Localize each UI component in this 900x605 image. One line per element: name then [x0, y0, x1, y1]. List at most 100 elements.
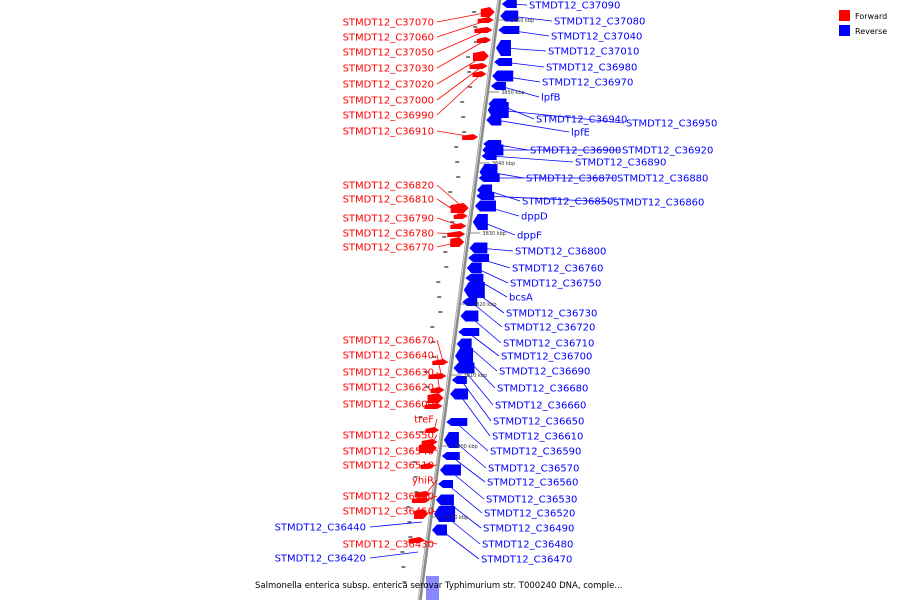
reverse-gene-label: STMDT12_C36760 [512, 264, 603, 275]
leader-line-reverse [505, 48, 546, 51]
reverse-gene-label: STMDT12_C36900 [530, 146, 621, 157]
reverse-gene-label: STMDT12_C36940 [536, 115, 627, 126]
reverse-gene-label: STMDT12_C36850 [522, 197, 613, 208]
forward-gene [447, 231, 465, 237]
forward-gene [481, 7, 495, 17]
reverse-gene [498, 26, 519, 34]
forward-gene-label: STMDT12_C37050 [343, 48, 434, 59]
reverse-gene-label: STMDT12_C37040 [551, 32, 642, 43]
reverse-gene [473, 214, 488, 230]
forward-gene-label: STMDT12_C36450 [343, 507, 434, 518]
scale-mark-label: 3800 kbp [454, 444, 478, 450]
forward-gene [432, 359, 448, 365]
reverse-gene [440, 465, 461, 476]
reverse-gene-label: STMDT12_C36470 [481, 555, 572, 566]
leader-line-reverse [461, 380, 491, 421]
reverse-gene [467, 263, 482, 274]
reverse-gene-label: dppD [521, 212, 548, 223]
reverse-gene-label: STMDT12_C36950 [626, 119, 717, 130]
reverse-gene [486, 115, 501, 126]
reverse-gene [492, 71, 513, 82]
forward-gene-label: STMDT12_C36820 [343, 181, 434, 192]
forward-gene-label: STMDT12_C36810 [343, 195, 434, 206]
reverse-gene [494, 58, 512, 66]
reverse-gene [469, 243, 487, 254]
forward-gene-label: STMDT12_C36540 [343, 447, 434, 458]
forward-gene-label: STMDT12_C37060 [343, 33, 434, 44]
reverse-gene-label: STMDT12_C36650 [493, 417, 584, 428]
reverse-gene-label: STMDT12_C36890 [575, 158, 666, 169]
reverse-gene [491, 82, 506, 90]
reverse-gene-label: STMDT12_C36490 [483, 524, 574, 535]
reverse-gene-label: lpfE [571, 128, 590, 139]
reverse-gene-label: STMDT12_C36980 [546, 63, 637, 74]
reverse-gene-label: STMDT12_C37010 [548, 47, 639, 58]
forward-gene-label: STMDT12_C37030 [343, 64, 434, 75]
reverse-gene-label: STMDT12_C36440 [275, 523, 366, 534]
forward-gene-label: STMDT12_C36630 [343, 368, 434, 379]
reverse-gene-label: STMDT12_C37090 [529, 1, 620, 12]
sequence-caption: Salmonella enterica subsp. enterica sero… [255, 581, 623, 591]
forward-gene [451, 203, 469, 213]
reverse-gene-label: STMDT12_C36610 [492, 432, 583, 443]
reverse-gene [442, 452, 460, 460]
reverse-gene-label: STMDT12_C36570 [488, 464, 579, 475]
forward-gene-label: STMDT12_C37000 [343, 96, 434, 107]
forward-gene [450, 237, 464, 247]
reverse-gene-label: STMDT12_C36480 [482, 540, 573, 551]
leader-line-forward [437, 355, 441, 376]
forward-gene-label: STMDT12_C37070 [343, 18, 434, 29]
reverse-gene-label: STMDT12_C36710 [503, 339, 594, 350]
reverse-gene [432, 525, 447, 536]
forward-gene-label: STMDT12_C36670 [343, 336, 434, 347]
forward-gene-label: STMDT12_C36510 [343, 461, 434, 472]
forward-gene-label: STMDT12_C36550 [343, 431, 434, 442]
reverse-gene [455, 348, 473, 364]
reverse-gene-label: STMDT12_C36730 [506, 309, 597, 320]
forward-gene-label: STMDT12_C36640 [343, 351, 434, 362]
forward-gene-label: STMDT12_C36770 [343, 243, 434, 254]
forward-gene-label: STMDT12_C36600 [343, 400, 434, 411]
forward-gene-label: STMDT12_C36460 [343, 492, 434, 503]
scale-mark-label: 3850 kbp [501, 90, 525, 96]
reverse-gene-label: STMDT12_C36420 [275, 554, 366, 565]
reverse-gene-label: STMDT12_C36560 [487, 478, 578, 489]
forward-gene-label: STMDT12_C36780 [343, 229, 434, 240]
reverse-gene-label: STMDT12_C36690 [499, 367, 590, 378]
forward-gene-label: STMDT12_C36620 [343, 383, 434, 394]
reverse-gene-label: STMDT12_C36870 [526, 174, 617, 185]
scale-mark-label: 3860 kbp [511, 18, 535, 24]
scale-mark-label: 3810 kbp [464, 373, 488, 379]
reverse-gene [502, 0, 517, 8]
forward-gene-label: STMDT12_C36910 [343, 127, 434, 138]
reverse-gene-label: STMDT12_C36680 [497, 384, 588, 395]
forward-gene-label: yhiR [412, 476, 434, 487]
reverse-gene [446, 418, 467, 426]
reverse-gene-label: lpfB [541, 93, 561, 104]
reverse-gene-label: STMDT12_C37080 [554, 17, 645, 28]
scale-mark-label: 3840 kbp [492, 161, 516, 167]
forward-gene [454, 213, 468, 219]
forward-gene [462, 134, 478, 140]
reverse-gene-label: STMDT12_C36530 [486, 495, 577, 506]
reverse-gene-label: STMDT12_C36590 [490, 447, 581, 458]
reverse-gene-label: STMDT12_C36920 [622, 146, 713, 157]
scale-mark-label: 3790 kbp [445, 515, 469, 521]
forward-gene-label: STMDT12_C36990 [343, 111, 434, 122]
reverse-gene-label: STMDT12_C36700 [501, 352, 592, 363]
reverse-gene [468, 254, 489, 262]
reverse-gene-label: STMDT12_C36520 [484, 509, 575, 520]
forward-gene [477, 37, 491, 43]
reverse-gene [453, 363, 474, 374]
legend: Forward Reverse [839, 10, 887, 36]
reverse-gene-label: dppF [517, 231, 542, 242]
reverse-gene-label: STMDT12_C36880 [617, 174, 708, 185]
forward-gene-label: STMDT12_C37020 [343, 80, 434, 91]
reverse-gene [465, 274, 483, 282]
forward-gene [478, 17, 494, 23]
reverse-gene-label: STMDT12_C36800 [515, 247, 606, 258]
reverse-gene-label: STMDT12_C36970 [542, 78, 633, 89]
reverse-gene-label: STMDT12_C36720 [504, 323, 595, 334]
reverse-gene [496, 40, 511, 56]
